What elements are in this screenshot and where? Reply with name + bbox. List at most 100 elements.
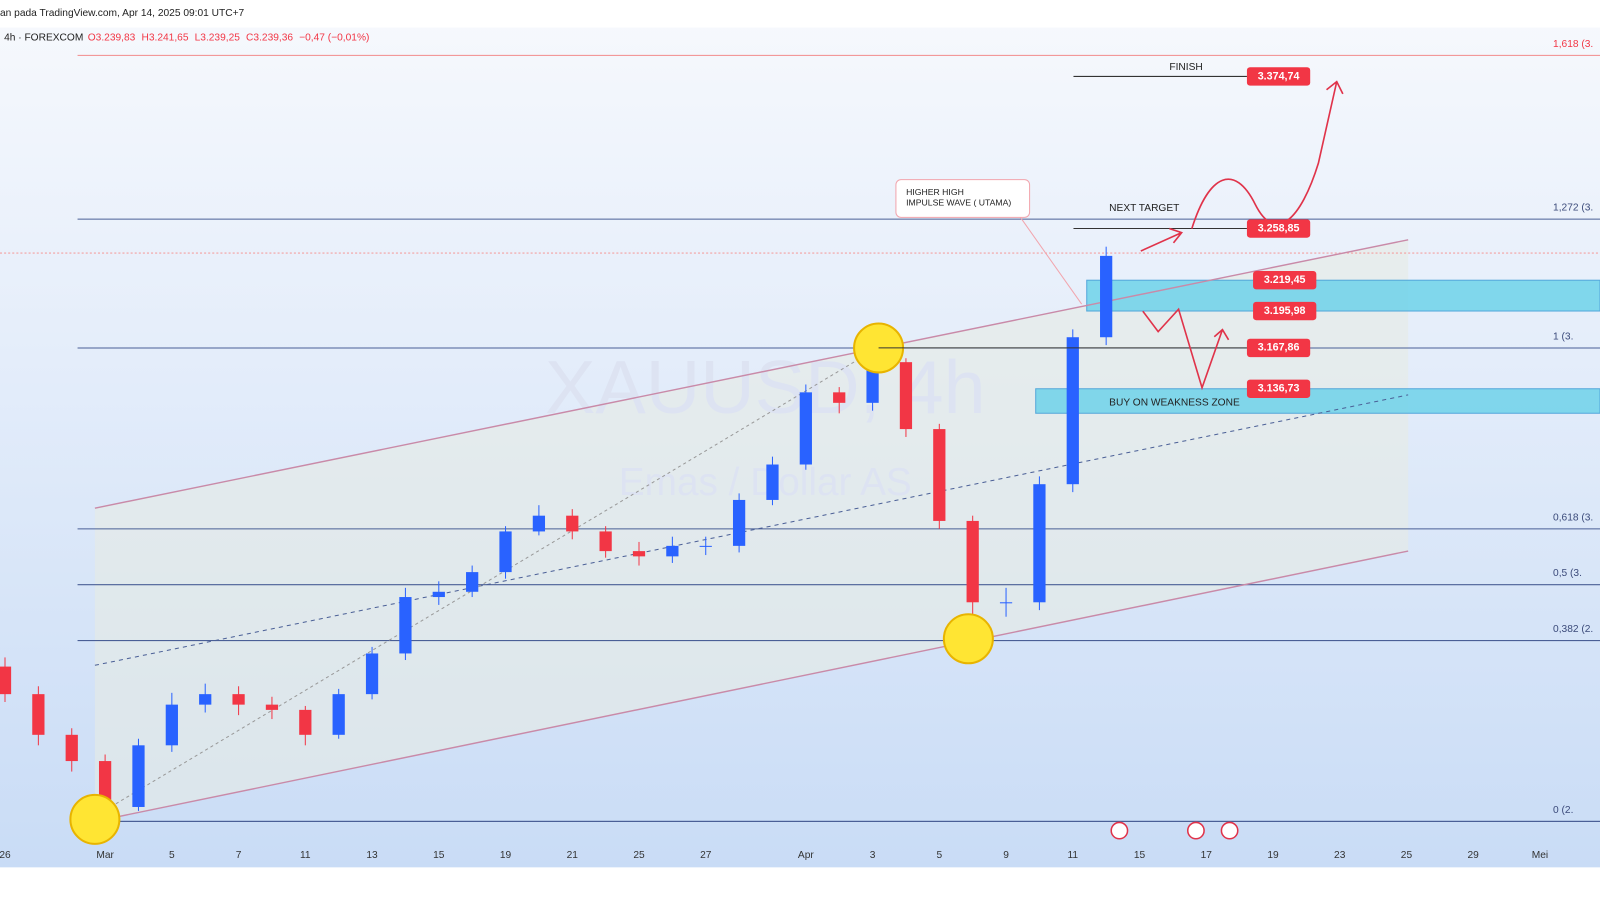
price-label-box	[1246, 338, 1311, 358]
x-tick-label: 15	[1134, 850, 1146, 861]
event-icon	[1220, 821, 1239, 840]
callout-box	[895, 179, 1031, 218]
candle-body	[466, 572, 479, 592]
x-tick-label: 23	[1334, 850, 1346, 861]
x-tick-label: 11	[1067, 850, 1078, 861]
x-tick-label: 5	[169, 850, 175, 861]
pivot-circle	[942, 613, 994, 665]
x-tick-label: 9	[1003, 850, 1009, 861]
channel-line	[94, 239, 1409, 509]
candle-body	[32, 694, 45, 735]
candle-body	[265, 704, 279, 710]
price-label: 3.136,73	[1258, 383, 1300, 395]
candle-body	[899, 362, 913, 430]
price-label: 3.374,74	[1258, 70, 1300, 82]
pullback-arrow	[1142, 307, 1230, 391]
candle-body	[999, 602, 1013, 604]
zone	[1086, 279, 1600, 312]
annotation: IMPULSE WAVE ( UTAMA)	[906, 197, 1011, 207]
watermark-subtitle: Emas / Dollar AS	[619, 461, 912, 504]
fib-label: 1,272 (3.	[1553, 203, 1593, 214]
ohlc-value: −0,47 (−0,01%)	[299, 32, 369, 43]
channel-mid	[94, 394, 1409, 666]
source: an pada TradingView.com, Apr 14, 2025 09…	[0, 8, 245, 19]
candle-body	[632, 551, 646, 557]
ohlc-value: O3.239,83	[88, 32, 136, 43]
price-label-box	[1246, 67, 1311, 86]
header-bar	[0, 0, 1600, 28]
fib-label: 1,618 (3.	[1553, 39, 1593, 50]
price-label: 3.195,98	[1264, 305, 1306, 317]
candle-body	[65, 734, 78, 762]
x-tick-label: 19	[1267, 850, 1279, 861]
candle-body	[599, 531, 612, 552]
x-tick-label: Mei	[1532, 850, 1548, 861]
candle-body	[933, 429, 946, 521]
pivot-circle	[69, 793, 121, 845]
candle-body	[365, 653, 379, 695]
ohlc-value: C3.239,36	[246, 32, 293, 43]
trend-line	[94, 347, 878, 817]
x-tick-label: 17	[1201, 850, 1213, 861]
price-label: 3.167,86	[1258, 342, 1300, 354]
callout-pointer	[1019, 217, 1083, 305]
x-tick-label: 29	[1468, 850, 1480, 861]
fib-label: 1 (3.	[1553, 331, 1573, 342]
candle-body	[132, 745, 145, 807]
price-label: 3.219,45	[1264, 274, 1306, 286]
candle-body	[666, 545, 679, 557]
candle-body	[332, 694, 345, 735]
symbol: 4h · FOREXCOM	[4, 32, 83, 43]
candle-body	[566, 515, 579, 532]
x-tick-label: 13	[366, 850, 378, 861]
event-icon	[1186, 821, 1205, 840]
annotation: FINISH	[1169, 62, 1202, 73]
candle-body	[399, 597, 412, 654]
candle-body	[799, 392, 812, 465]
ohlc-value: L3.239,25	[195, 32, 241, 43]
fib-label: 0,382 (2.	[1553, 624, 1593, 635]
price-label-box	[1246, 379, 1311, 398]
symbol-row: 4h · FOREXCOM O3.239,83 H3.241,65 L3.239,25…	[4, 32, 369, 43]
watermark: XAUUSD, 4h	[545, 346, 986, 430]
x-tick-label: 27	[700, 850, 712, 861]
candle-body	[232, 694, 245, 705]
x-tick-label: 11	[300, 850, 311, 861]
projection-arrow	[1140, 80, 1344, 252]
candle-body	[299, 709, 312, 735]
price-label-box	[1253, 271, 1317, 290]
candle-body	[0, 666, 12, 695]
annotation: HIGHER HIGH	[906, 187, 964, 197]
candle-body	[699, 545, 712, 547]
price-label: 3.258,85	[1258, 222, 1300, 234]
candle-body	[732, 499, 746, 546]
candle-body	[532, 515, 546, 532]
channel-line	[94, 550, 1409, 823]
price-label-box	[1246, 219, 1311, 238]
annotation: BUY ON WEAKNESS ZONE	[1109, 398, 1240, 409]
candle-body	[1100, 255, 1113, 338]
ohlc-value: H3.241,65	[141, 32, 188, 43]
fib-label: 0,5 (3.	[1553, 568, 1582, 579]
candle-body	[199, 694, 212, 705]
candle-body	[432, 591, 445, 598]
x-tick-label: 5	[936, 850, 942, 861]
candle-body	[966, 520, 979, 603]
zone	[1035, 388, 1600, 414]
fib-label: 0,618 (3.	[1553, 512, 1593, 523]
annotation: NEXT TARGET	[1109, 203, 1179, 214]
x-tick-label: Apr	[798, 850, 814, 861]
candle-body	[1066, 337, 1079, 485]
candle-body	[499, 531, 512, 573]
candle-body	[165, 704, 178, 746]
candle-body	[1033, 484, 1046, 603]
candle-body	[833, 392, 846, 403]
fib-label: 0 (2.	[1553, 805, 1573, 816]
event-icon	[1110, 821, 1129, 840]
x-tick-label: 19	[500, 850, 512, 861]
x-tick-label: 7	[236, 850, 242, 861]
price-label-box	[1253, 301, 1317, 321]
chart-layer: 1,618 (3. 1,272 (3. 1 (3. 0,618 (3. 0,5 (3. 0…	[0, 39, 1600, 861]
